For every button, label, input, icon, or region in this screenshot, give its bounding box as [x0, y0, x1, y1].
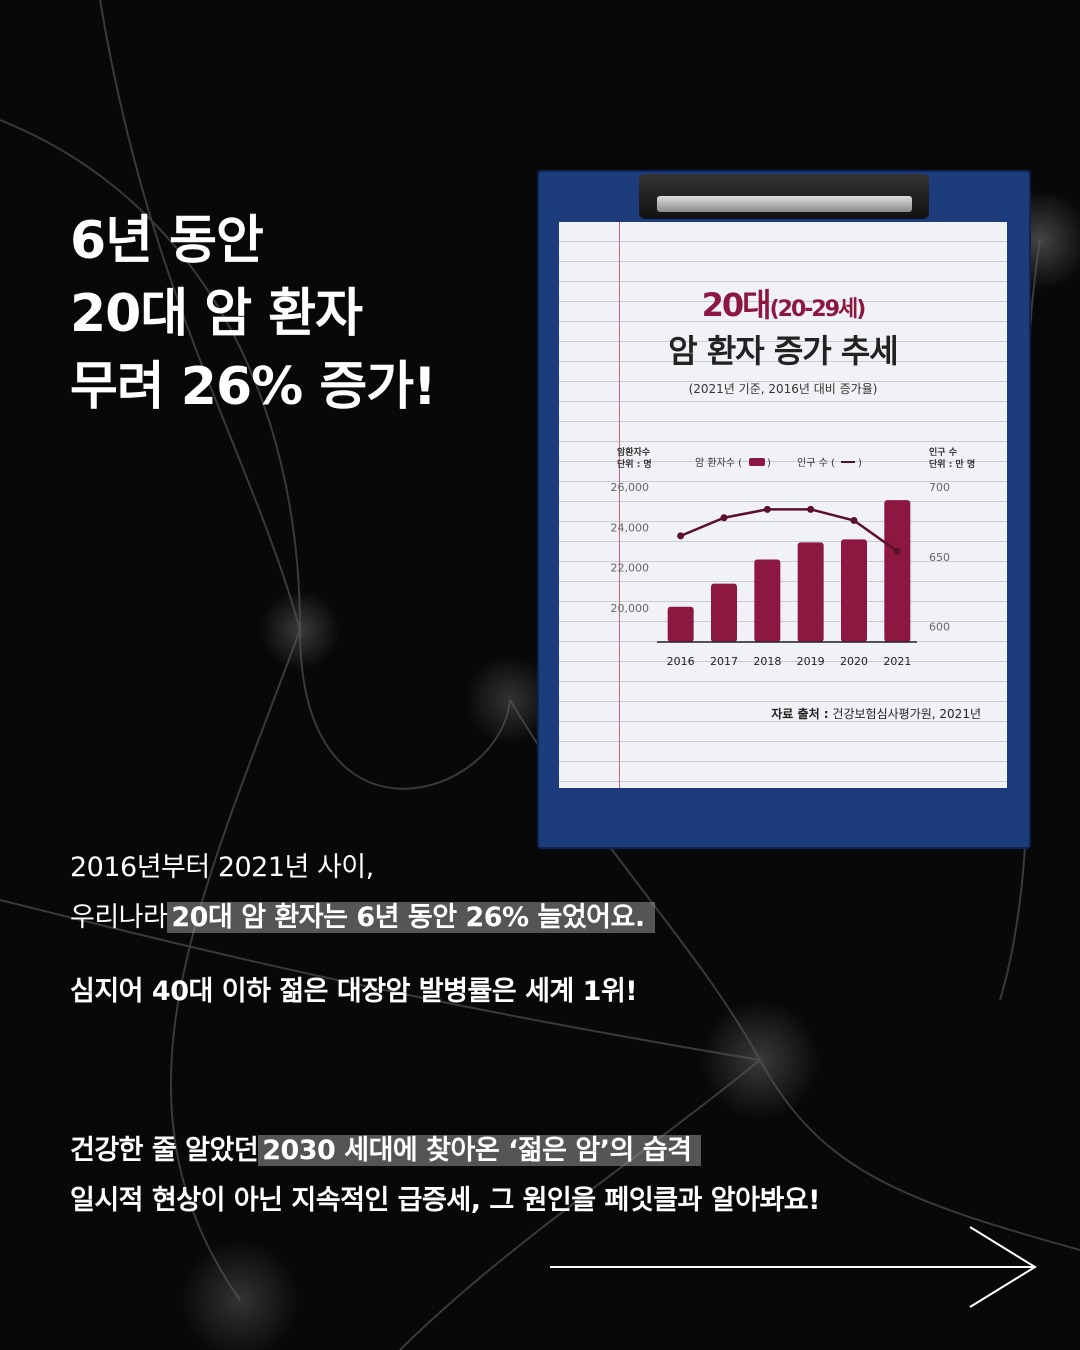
chart-title: 암 환자 증가 추세 [668, 332, 899, 370]
highlight: 20대 암 환자는 6년 동안 26% 늘었어요. [167, 902, 655, 933]
body-line: 2016년부터 2021년 사이, [70, 852, 374, 883]
y-left-label: 암환자수 [617, 446, 650, 458]
headline-line: 6년 동안 [70, 211, 264, 271]
chart-title-accent: 20대(20-29세) [701, 286, 867, 324]
chart-source: 자료 출처 : 건강보험심사평가원, 2021년 [771, 707, 981, 721]
body-paragraph-3: 건강한 줄 알았던 2030 세대에 찾아온 ‘젊은 암’의 습격 일시적 현상이… [70, 1126, 820, 1226]
bar-2021 [884, 500, 911, 642]
body-line: 우리나라 20대 암 환자는 6년 동안 26% 늘었어요. [70, 893, 655, 943]
y-left-tick: 26,000 [611, 481, 650, 494]
population-point-2020 [850, 517, 858, 525]
legend-line-label: 인구 수 ( [797, 457, 835, 469]
arrow-right-icon[interactable] [550, 1225, 1040, 1315]
y-left-tick: 20,000 [611, 602, 650, 615]
highlight: 2030 세대에 찾아온 ‘젊은 암’의 습격 [258, 1135, 702, 1166]
legend-close: ) [767, 458, 771, 469]
y-left-tick: 22,000 [611, 562, 650, 575]
chart-subtitle: (2021년 기준, 2016년 대비 증가율) [688, 382, 878, 396]
headline: 6년 동안 20대 암 환자 무려 26% 증가! [70, 205, 437, 424]
x-tick: 2021 [883, 655, 911, 667]
y-left-label: 단위 : 명 [617, 458, 652, 470]
population-point-2018 [763, 505, 771, 513]
y-right-label: 단위 : 만 명 [929, 458, 975, 470]
population-line [680, 508, 899, 553]
y-right-tick: 700 [929, 481, 950, 494]
x-tick: 2017 [710, 655, 738, 667]
headline-line: 무려 26% 증가! [70, 357, 437, 417]
body-line: 일시적 현상이 아닌 지속적인 급증세, 그 원인을 페잇클과 알아봐요! [70, 1185, 820, 1216]
x-tick: 2020 [840, 655, 868, 667]
y-right-tick: 600 [929, 621, 950, 634]
population-point-2019 [807, 505, 815, 513]
legend-bar-swatch [749, 458, 765, 466]
bar-2018 [754, 559, 781, 642]
body-paragraph-1: 2016년부터 2021년 사이, 우리나라 20대 암 환자는 6년 동안 26… [70, 843, 655, 943]
population-point-2021 [893, 547, 901, 555]
x-tick: 2016 [667, 655, 695, 667]
x-tick: 2019 [797, 655, 825, 667]
bar-2016 [667, 606, 694, 642]
clipboard: 20대(20-29세) 암 환자 증가 추세 (2021년 기준, 2016년 … [537, 170, 1031, 849]
headline-line: 20대 암 환자 [70, 284, 363, 344]
bar-2020 [841, 539, 867, 642]
clipboard-clip [639, 174, 929, 219]
population-point-2017 [720, 514, 728, 522]
y-left-tick: 24,000 [611, 521, 650, 534]
bar-2019 [797, 542, 824, 642]
body-line: 건강한 줄 알았던 2030 세대에 찾아온 ‘젊은 암’의 습격 [70, 1126, 820, 1176]
legend-close: ) [858, 458, 862, 469]
body-paragraph-2: 심지어 40대 이하 젊은 대장암 발병률은 세계 1위! [70, 976, 638, 1007]
y-right-tick: 650 [929, 551, 950, 564]
population-point-2016 [677, 532, 685, 540]
x-tick: 2018 [753, 655, 781, 667]
bar-2017 [711, 583, 737, 642]
y-right-label: 인구 수 [929, 447, 957, 458]
chart-paper: 20대(20-29세) 암 환자 증가 추세 (2021년 기준, 2016년 … [559, 222, 1007, 788]
legend-bar-label: 암 환자수 ( [695, 457, 742, 469]
